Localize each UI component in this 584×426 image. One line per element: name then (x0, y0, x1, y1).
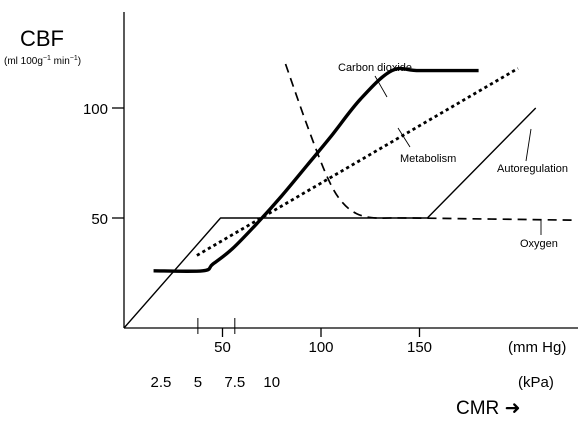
series-labels: Carbon dioxide Metabolism Autoregulation Ox… (338, 62, 568, 250)
y-unit-part-1: (ml 100g (4, 56, 43, 67)
axes (123, 12, 578, 329)
x-axis-title-text: CMR (456, 398, 499, 419)
label-leader-carbon-dioxide (374, 75, 388, 98)
y-unit-part-3: ) (78, 56, 81, 67)
x-unit-kpa: (kPa) (518, 374, 554, 391)
y-axis-unit: (ml 100g−1 min−1) (4, 55, 81, 67)
x-tick-kpa-label-2-5: 2.5 (151, 374, 172, 391)
x-tick-kpa-label-7-5: 7.5 (224, 374, 245, 391)
x-axis-title: CMR ➜ (456, 398, 520, 419)
y-axis-title: CBF (20, 26, 64, 51)
y-unit-part-2: min (51, 56, 70, 67)
series-oxygen-line (284, 63, 578, 222)
series-layer (123, 63, 578, 329)
series-carbon-dioxide-line (153, 66, 479, 273)
x-tick-mmhg-label-100: 100 (308, 339, 333, 356)
series-label-autoregulation: Autoregulation (497, 163, 568, 175)
series-autoregulation-line (123, 107, 537, 329)
y-tick-label-50: 50 (91, 211, 108, 228)
series-label-metabolism: Metabolism (400, 153, 456, 165)
x-unit-mmhg: (mm Hg) (508, 339, 566, 356)
x-tick-kpa-label-5: 5 (194, 374, 202, 391)
y-unit-sup-2: −1 (70, 55, 78, 62)
x-axis-arrow-icon: ➜ (505, 398, 521, 419)
x-tick-mmhg-label-150: 150 (407, 339, 432, 356)
label-leader-metabolism (397, 127, 411, 148)
series-label-carbon-dioxide: Carbon dioxide (338, 62, 412, 74)
ticks-layer: 50 100 50 100 150 2.5 5 7.5 10 (83, 101, 432, 391)
y-tick-label-100: 100 (83, 101, 108, 118)
x-tick-mmhg-label-50: 50 (214, 339, 231, 356)
series-label-oxygen: Oxygen (520, 238, 558, 250)
y-unit-sup-1: −1 (43, 55, 51, 62)
label-leader-autoregulation (525, 128, 532, 162)
series-metabolism-line (196, 67, 519, 257)
x-tick-kpa-label-10: 10 (263, 374, 280, 391)
